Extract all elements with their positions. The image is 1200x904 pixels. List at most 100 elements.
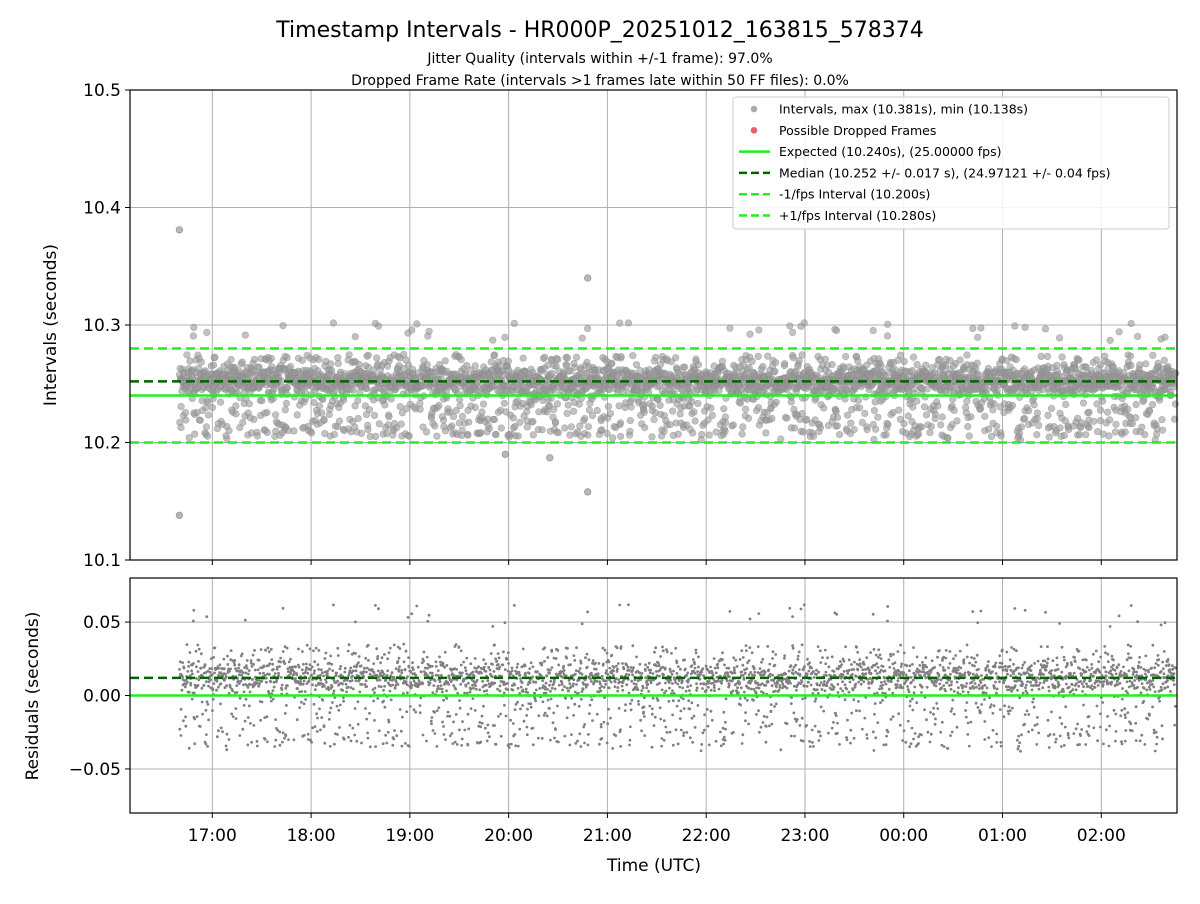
residual-point [422,734,425,737]
interval-point [1080,400,1087,407]
interval-point [1159,416,1166,423]
interval-point [998,433,1005,440]
residual-point [506,688,509,691]
residual-point [316,717,319,720]
interval-point [510,415,517,422]
residual-point [590,680,593,683]
interval-point [657,402,664,409]
residual-point [537,714,540,717]
residual-point [450,679,453,682]
residual-point [382,742,385,745]
residual-point [445,689,448,692]
residual-point [519,677,522,680]
residual-point [461,672,464,675]
residual-point [196,715,199,718]
interval-point [432,423,439,430]
residual-point [580,698,583,701]
interval-point [604,430,611,437]
residual-point [238,663,241,666]
residual-point [587,744,590,747]
residual-point [440,674,443,677]
interval-point [224,436,231,443]
interval-point [1106,417,1113,424]
residual-point [483,666,486,669]
residual-point [588,712,591,715]
interval-point [1056,335,1063,342]
residual-point [365,679,368,682]
residual-point [607,673,610,676]
residual-point [323,742,326,745]
residual-point [238,682,241,685]
interval-point [856,405,863,412]
residual-point [418,679,421,682]
residual-point [229,668,232,671]
interval-point [1009,402,1016,409]
residual-point [294,666,297,669]
residual-point [501,664,504,667]
residual-point [465,685,468,688]
residual-point [456,743,459,746]
residual-point [449,734,452,737]
residual-point [586,653,589,656]
top-y-tick-label: 10.1 [83,551,121,571]
residual-point [232,715,235,718]
residual-point [192,662,195,665]
residual-point [308,677,311,680]
residual-point [488,735,491,738]
residual-point [423,651,426,654]
residual-point [585,686,588,689]
interval-point [1162,334,1169,341]
interval-point [760,363,767,370]
residual-point [314,688,317,691]
interval-point [294,412,301,419]
interval-point [318,410,325,417]
residual-point [484,727,487,730]
residual-point [282,607,285,610]
residual-point [366,732,369,735]
residual-point [277,672,280,675]
residual-point [354,707,357,710]
interval-point [990,407,997,414]
residual-point [316,730,319,733]
interval-point [440,417,447,424]
interval-point [851,426,858,433]
interval-point [190,333,197,340]
interval-point [198,359,205,366]
interval-point [844,412,851,419]
interval-point [423,429,430,436]
residual-point [435,665,438,668]
residual-point [181,661,184,664]
residual-point [338,726,341,729]
residual-point [616,646,619,649]
interval-point [197,417,204,424]
residual-point [321,699,324,702]
interval-point [501,400,508,407]
residual-point [435,660,438,663]
residual-point [474,709,477,712]
residual-point [249,722,252,725]
residual-point [249,683,252,686]
residual-point [486,679,489,682]
interval-point [915,431,922,438]
residual-point [617,662,620,665]
residual-point [525,714,528,717]
interval-point [336,418,343,425]
interval-point [885,421,892,428]
residual-point [472,687,475,690]
interval-point [914,361,921,368]
interval-point [1076,431,1083,438]
residual-point [217,667,220,670]
interval-point [191,431,198,438]
residual-point [615,665,618,668]
residual-point [609,717,612,720]
interval-point [799,410,806,417]
interval-point [883,432,890,439]
residual-point [311,683,314,686]
residual-point [455,643,458,646]
interval-point [695,361,702,368]
residual-point [251,678,254,681]
interval-point [564,355,571,362]
residual-point [184,725,187,728]
interval-point [594,407,601,414]
residual-point [307,733,310,736]
